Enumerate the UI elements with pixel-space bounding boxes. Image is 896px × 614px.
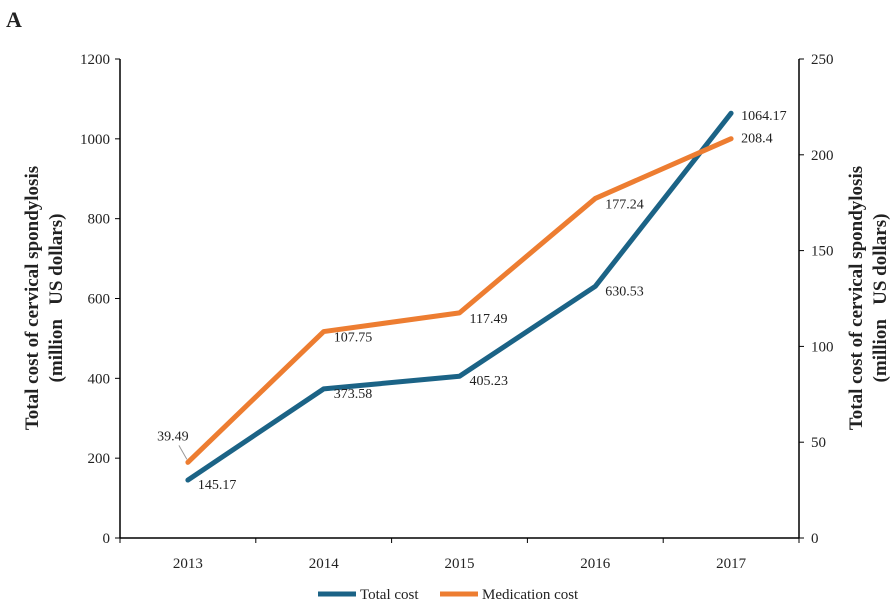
series-line-medication-cost — [185, 136, 734, 465]
series-lines — [185, 110, 734, 483]
y-left-tick-label: 200 — [88, 451, 111, 467]
y-axis-left-title: Total cost of cervical spondylosis (mill… — [22, 166, 67, 430]
y-left-tick-label: 600 — [88, 292, 111, 308]
data-label: 39.49 — [157, 429, 189, 444]
x-tick-label: 2015 — [445, 556, 475, 572]
legend-label-medication-cost: Medication cost — [482, 587, 579, 603]
y-axis-right-title-line1: Total cost of cervical spondylosis — [846, 166, 867, 430]
series-line-total-cost — [185, 110, 734, 483]
y-axis-left-title-line1: Total cost of cervical spondylosis — [22, 166, 43, 430]
y-axis-right-title: Total cost of cervical spondylosis (mill… — [846, 166, 891, 430]
data-label: 117.49 — [470, 312, 508, 327]
axes: 0 200 400 600 800 1000 1200 0 50 100 150 200 250 2013… — [80, 52, 834, 572]
panel-label: A — [6, 7, 22, 32]
x-tick-label: 2014 — [309, 556, 340, 572]
y-right-tick-label: 50 — [811, 435, 826, 451]
y-right-tick-label: 0 — [811, 531, 819, 547]
data-label: 107.75 — [334, 331, 373, 346]
y-left-tick-label: 400 — [88, 371, 111, 387]
y-right-tick-label: 200 — [811, 148, 834, 164]
data-label: 630.53 — [605, 284, 644, 299]
data-label: 405.23 — [470, 374, 509, 389]
legend: Total cost Medication cost — [318, 587, 579, 603]
data-label: 373.58 — [334, 387, 373, 402]
data-label: 1064.17 — [741, 109, 787, 124]
legend-label-total-cost: Total cost — [360, 587, 419, 603]
data-label: 145.17 — [198, 478, 237, 493]
y-left-tick-label: 1200 — [80, 52, 110, 68]
y-axis-right-title-line2: (million US dollars) — [870, 214, 891, 383]
data-label-leader-line — [178, 445, 188, 460]
y-right-tick-label: 100 — [811, 339, 834, 355]
y-left-tick-label: 0 — [103, 531, 111, 547]
data-label: 177.24 — [605, 197, 644, 212]
y-axis-left-title-line2: (million US dollars) — [46, 214, 67, 383]
y-left-tick-label: 1000 — [80, 132, 110, 148]
y-right-tick-label: 150 — [811, 244, 834, 260]
x-tick-label: 2013 — [173, 556, 203, 572]
x-tick-label: 2016 — [580, 556, 611, 572]
y-left-tick-label: 800 — [88, 212, 111, 228]
y-right-tick-label: 250 — [811, 52, 834, 68]
x-tick-label: 2017 — [716, 556, 747, 572]
data-label: 208.4 — [741, 132, 773, 147]
data-labels: 145.17 373.58 405.23 630.53 1064.17 39.49 107.… — [157, 109, 786, 493]
